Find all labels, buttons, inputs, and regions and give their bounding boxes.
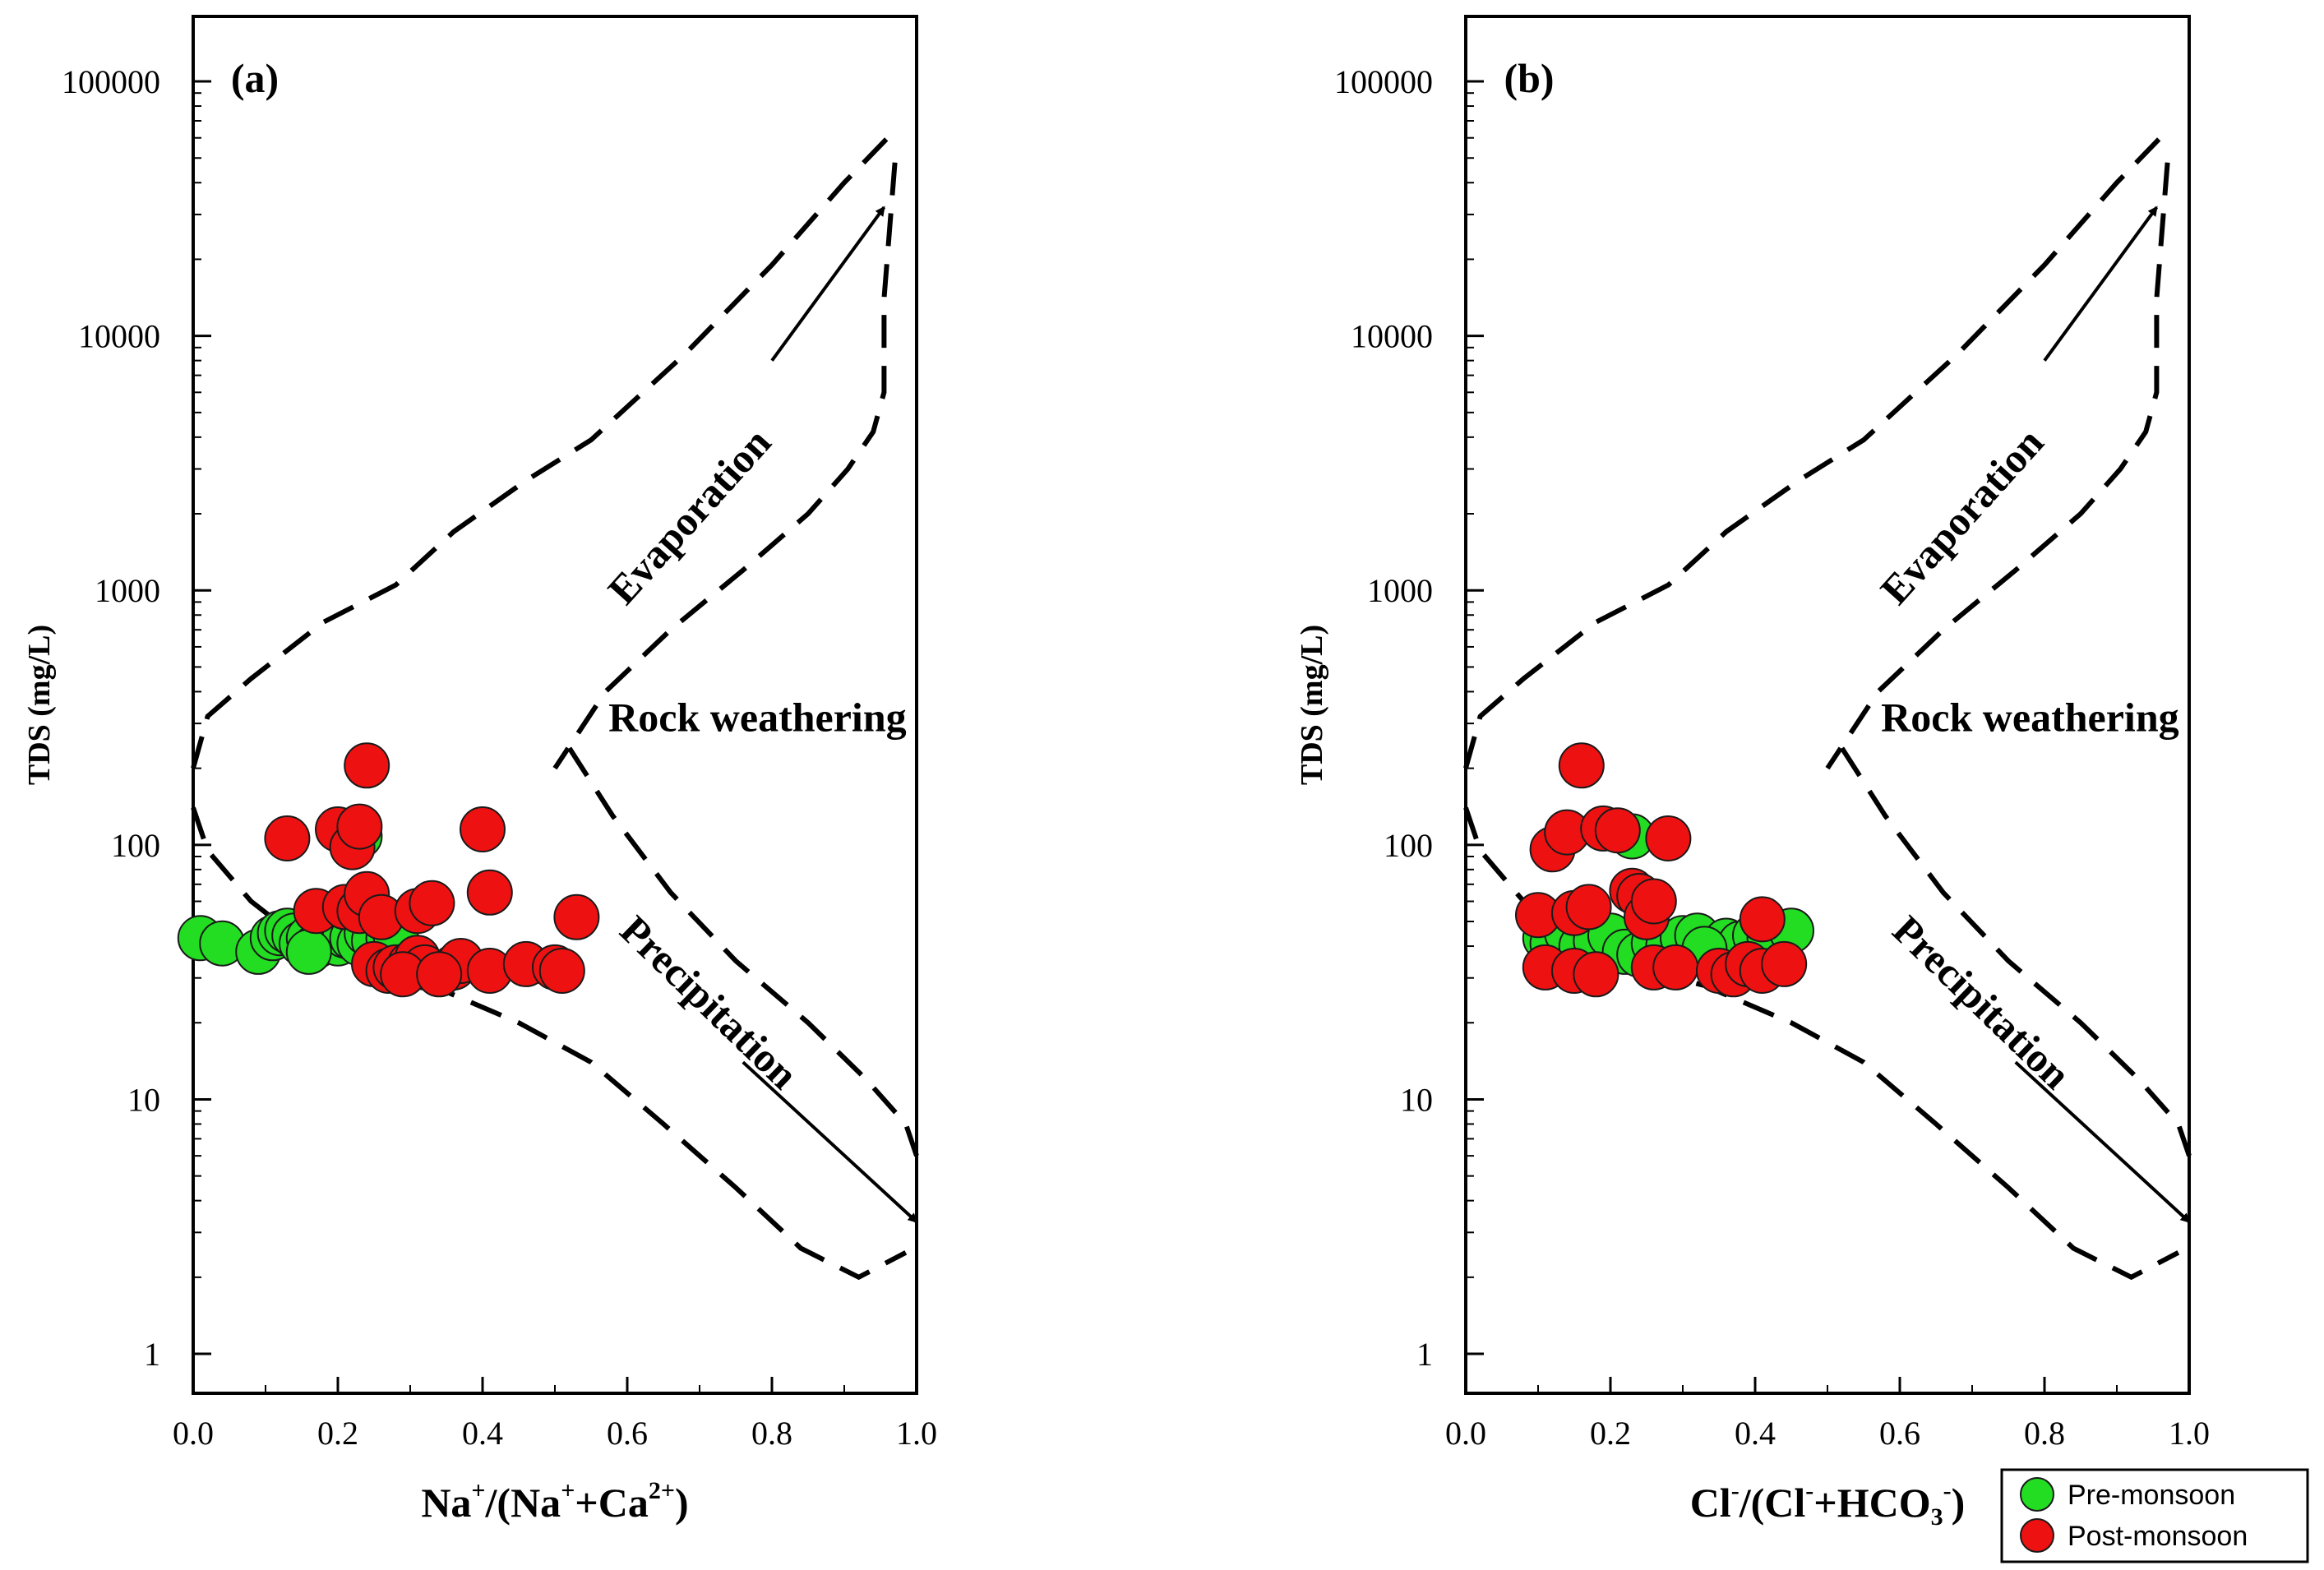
post-monsoon-point	[1645, 815, 1692, 861]
y-tick-label: 100000	[62, 63, 160, 100]
post-monsoon-point	[264, 815, 311, 861]
x-tick-label: 1.0	[896, 1415, 937, 1452]
boundary-upper	[191, 136, 889, 769]
x-tick-label: 0.0	[173, 1415, 214, 1452]
legend-marker-pre-monsoon	[2020, 1477, 2054, 1512]
post-monsoon-point	[336, 803, 383, 850]
post-monsoon-point	[538, 948, 585, 994]
series-post-monsoon	[264, 742, 600, 998]
post-monsoon-point	[1630, 878, 1677, 925]
post-monsoon-point	[466, 869, 513, 916]
y-tick-label: 10	[127, 1081, 160, 1118]
boundary-right	[552, 162, 898, 770]
legend: Pre-monsoon Post-monsoon	[2000, 1468, 2309, 1563]
boundary-lower	[1463, 806, 2180, 1281]
x-tick-label: 0.4	[462, 1415, 503, 1452]
y-tick-label: 100	[111, 827, 160, 864]
precipitation-arrow	[2014, 1060, 2191, 1223]
y-tick-label: 1000	[1367, 572, 1433, 609]
y-tick-label: 1000	[95, 572, 160, 609]
y-tick-label: 10000	[1351, 318, 1433, 355]
post-monsoon-point	[1761, 940, 1808, 987]
annotation-rock-weathering: Rock weathering	[608, 694, 906, 740]
boundary-right	[1825, 162, 2170, 770]
evaporation-arrow	[2043, 205, 2159, 362]
boundary-precipitation	[1840, 746, 2192, 1157]
post-monsoon-point	[1558, 742, 1605, 789]
x-tick-label: 0.8	[2024, 1415, 2065, 1452]
evaporation-arrow	[770, 205, 886, 362]
panel-label: (b)	[1504, 55, 1554, 101]
x-tick-label: 0.2	[1590, 1415, 1631, 1452]
x-tick-label: 0.6	[1879, 1415, 1920, 1452]
post-monsoon-point	[344, 742, 390, 789]
y-tick-label: 1	[144, 1336, 160, 1373]
legend-box	[2000, 1468, 2309, 1563]
legend-label-pre-monsoon: Pre-monsoon	[2068, 1480, 2235, 1511]
post-monsoon-point	[1739, 896, 1786, 943]
boundary-upper	[1463, 136, 2162, 769]
y-axis-label: TDS (mg/L)	[22, 625, 57, 785]
post-monsoon-point	[553, 894, 600, 940]
y-axis-label: TDS (mg/L)	[1295, 625, 1329, 785]
post-monsoon-point	[409, 880, 455, 926]
post-monsoon-point	[1565, 884, 1612, 930]
annotation-evaporation: Evaporation	[598, 419, 779, 613]
precipitation-arrow	[742, 1060, 918, 1223]
x-tick-label: 0.4	[1735, 1415, 1776, 1452]
panel-b: (b) 1 10 100 1000 10000 100000 0.0 0.2 0.4 0.6 0.8 1…	[1295, 15, 2210, 1531]
boundary-precipitation	[567, 746, 919, 1157]
post-monsoon-point	[460, 806, 506, 852]
annotation-evaporation: Evaporation	[1871, 419, 2052, 613]
x-axis-label: Cl-/(Cl-+HCO3-)	[1690, 1477, 1966, 1531]
post-monsoon-point	[1652, 944, 1699, 990]
panel-a: (a) 1 10 100 1000 10000 100000 0.0 0.2 0.4 0.6 0.8 1…	[22, 15, 937, 1526]
series-post-monsoon	[1515, 742, 1808, 998]
y-tick-label: 100000	[1334, 63, 1433, 100]
x-tick-label: 0.6	[607, 1415, 648, 1452]
y-tick-label: 10000	[78, 318, 160, 355]
x-tick-label: 0.8	[751, 1415, 792, 1452]
boundary-lower	[191, 806, 908, 1281]
pre-monsoon-point	[285, 928, 332, 975]
legend-marker-post-monsoon	[2020, 1518, 2054, 1553]
post-monsoon-point	[416, 951, 463, 998]
post-monsoon-point	[1594, 807, 1641, 854]
y-tick-label: 1	[1416, 1336, 1433, 1373]
annotation-rock-weathering: Rock weathering	[1881, 694, 2178, 740]
x-tick-label: 0.2	[317, 1415, 358, 1452]
post-monsoon-point	[1573, 951, 1619, 998]
x-tick-label: 1.0	[2169, 1415, 2210, 1452]
legend-label-post-monsoon: Post-monsoon	[2068, 1521, 2248, 1552]
y-tick-label: 100	[1384, 827, 1433, 864]
x-tick-label: 0.0	[1445, 1415, 1486, 1452]
panel-label: (a)	[231, 55, 279, 101]
x-axis-label: Na+/(Na++Ca2+)	[421, 1477, 688, 1526]
y-tick-label: 10	[1400, 1081, 1433, 1118]
